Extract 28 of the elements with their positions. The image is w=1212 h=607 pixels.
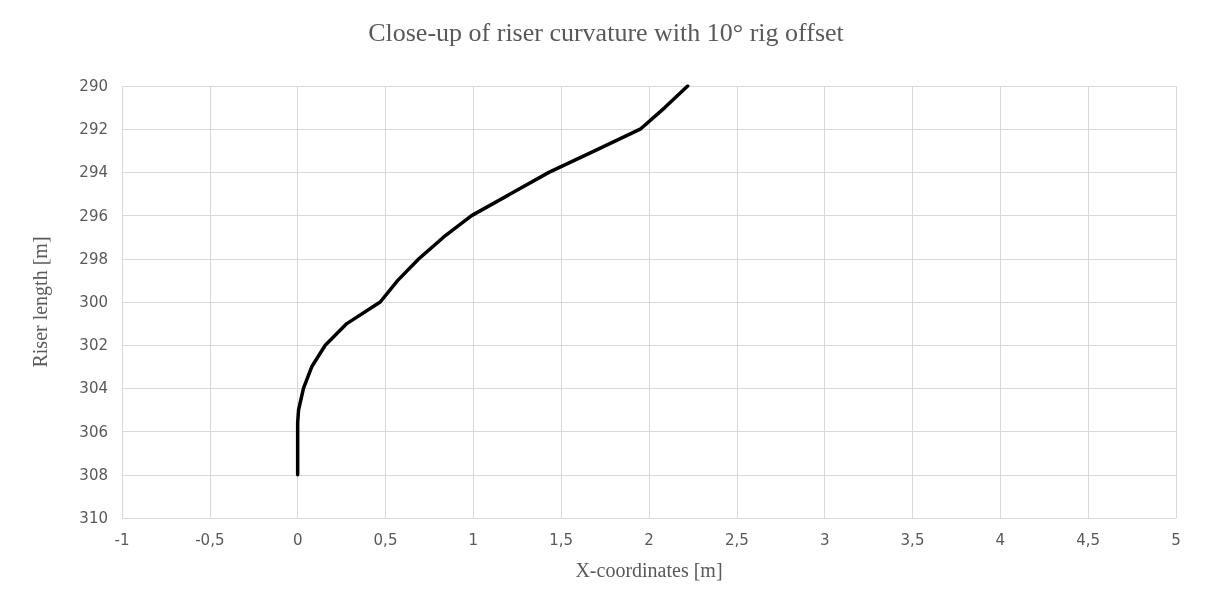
y-tick-label: 306 [79, 422, 108, 441]
x-tick-label: 1,5 [549, 530, 574, 549]
x-tick-label: 2 [644, 530, 654, 549]
x-tick-label: 3,5 [900, 530, 925, 549]
x-tick-label: -1 [114, 530, 130, 549]
y-tick-label: 294 [79, 163, 108, 182]
x-tick-label: 1 [468, 530, 479, 549]
y-tick-label: 310 [79, 509, 108, 527]
y-tick-label: 302 [79, 336, 108, 355]
chart-title: Close-up of riser curvature with 10° rig offset [368, 17, 845, 47]
y-tick-label: 298 [79, 249, 108, 268]
x-tick-label: 2,5 [724, 530, 749, 549]
x-tick-label: 4 [995, 530, 1006, 549]
x-tick-label: -0,5 [195, 530, 225, 549]
x-tick-label: 0,5 [373, 530, 398, 549]
x-tick-label: 4,5 [1076, 530, 1101, 549]
y-tick-label: 292 [79, 120, 108, 139]
x-tick-label: 3 [819, 530, 830, 549]
y-tick-label: 296 [79, 206, 108, 225]
x-axis-title: X-coordinates [m] [575, 559, 723, 581]
y-tick-label: 304 [79, 379, 108, 398]
y-tick-label: 290 [79, 77, 108, 95]
y-axis-title: Riser length [m] [29, 236, 52, 368]
x-tick-label: 0 [292, 530, 303, 549]
x-tick-label: 5 [1171, 530, 1181, 549]
line-series [295, 84, 690, 477]
y-tick-label: 308 [79, 465, 108, 484]
y-tick-label: 300 [79, 293, 108, 311]
